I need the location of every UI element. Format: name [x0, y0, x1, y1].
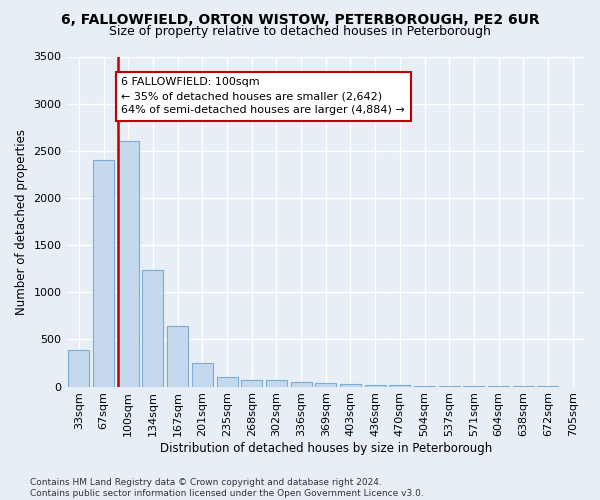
Bar — [340, 384, 361, 386]
Bar — [68, 350, 89, 387]
Bar — [365, 384, 386, 386]
Bar — [241, 380, 262, 386]
Bar — [290, 382, 311, 386]
X-axis label: Distribution of detached houses by size in Peterborough: Distribution of detached houses by size … — [160, 442, 492, 455]
Bar — [118, 142, 139, 386]
Bar — [93, 160, 114, 386]
Bar — [192, 362, 213, 386]
Y-axis label: Number of detached properties: Number of detached properties — [15, 128, 28, 314]
Bar — [315, 384, 336, 386]
Bar — [167, 326, 188, 386]
Text: Size of property relative to detached houses in Peterborough: Size of property relative to detached ho… — [109, 25, 491, 38]
Bar — [217, 377, 238, 386]
Bar — [142, 270, 163, 386]
Text: Contains HM Land Registry data © Crown copyright and database right 2024.
Contai: Contains HM Land Registry data © Crown c… — [30, 478, 424, 498]
Text: 6 FALLOWFIELD: 100sqm
← 35% of detached houses are smaller (2,642)
64% of semi-d: 6 FALLOWFIELD: 100sqm ← 35% of detached … — [121, 77, 405, 115]
Bar — [389, 385, 410, 386]
Bar — [266, 380, 287, 386]
Text: 6, FALLOWFIELD, ORTON WISTOW, PETERBOROUGH, PE2 6UR: 6, FALLOWFIELD, ORTON WISTOW, PETERBOROU… — [61, 12, 539, 26]
